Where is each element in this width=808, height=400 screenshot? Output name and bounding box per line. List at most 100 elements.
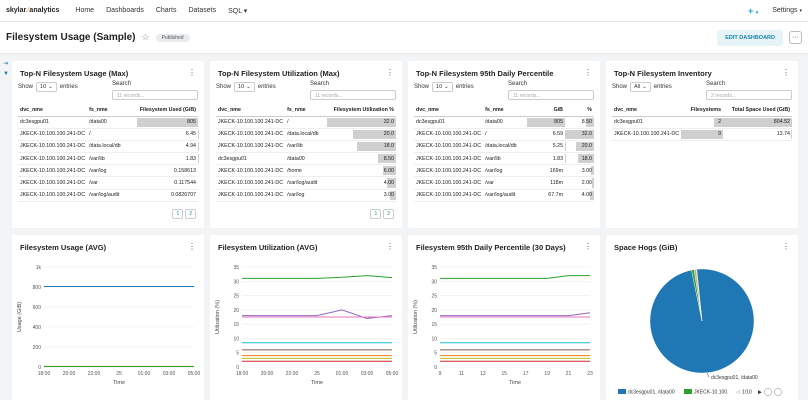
card-space-hogs: Space Hogs (GiB) ⋮ dc3esgpu01, /data00 dc… <box>606 235 798 400</box>
table-row[interactable]: JKECK-10.100.100.241-DC/ 32.0 <box>216 116 396 129</box>
page-button[interactable]: 2 <box>185 209 196 219</box>
status-badge[interactable]: Published <box>155 33 190 42</box>
table-row[interactable]: JKECK-10.100.100.241-DC/var 118m 2.00 <box>414 176 594 190</box>
kebab-menu-icon[interactable]: ⋮ <box>188 68 196 77</box>
table-row[interactable]: JKECK-10.100.100.241-DC/ 6.59 32.0 <box>414 128 594 141</box>
page-button[interactable]: 1 <box>172 209 184 219</box>
col-header[interactable]: dvc_nme <box>612 105 682 117</box>
page-button[interactable]: 1 <box>370 209 382 219</box>
kebab-menu-icon[interactable]: ⋮ <box>584 68 592 77</box>
table-cell: JKECK-10.100.100.241-DC <box>216 189 286 202</box>
table-cell: dc3esgpu01 <box>216 152 286 166</box>
value-bar <box>575 141 594 152</box>
entries-select[interactable]: All ⌄ <box>630 82 651 92</box>
entries-select[interactable]: 10 ⌄ <box>36 82 57 92</box>
col-header[interactable]: Filesystems <box>681 105 724 117</box>
col-header[interactable]: dvc_nme <box>414 105 484 117</box>
percentile-line-chart: 0 5 10 15 20 25 30 35 9 11 13 15 17 19 21 23 Time Utiliza… <box>413 265 593 386</box>
col-header[interactable]: Filesystem Utilization % <box>327 105 396 117</box>
page-button[interactable]: 2 <box>383 209 394 219</box>
percentile-table: dvc_nme fs_nme GiB % dc3esgpu01/data00 80… <box>414 105 594 202</box>
nav-datasets[interactable]: Datasets <box>188 7 217 14</box>
table-row[interactable]: JKECK-10.100.100.241-DC/var/log 3.00 <box>216 189 396 202</box>
nav-sql[interactable]: SQL ▾ <box>228 7 247 15</box>
nav-home[interactable]: Home <box>75 7 95 14</box>
table-row[interactable]: JKECK-10.100.100.241-DC/var/lib 1.83 18.0 <box>414 152 594 166</box>
table-row[interactable]: dc3esgpu01/data00 8.50 <box>216 152 396 166</box>
table-row[interactable]: JKECK-10.100.100.241-DC/data.local/db 4.9… <box>18 140 198 154</box>
cell-value: 8.50 <box>581 119 592 126</box>
col-header[interactable]: Total Space Used (GiB) <box>723 105 792 117</box>
series-line <box>242 309 393 319</box>
slice-label: dc3esgpu01, /data00 <box>711 375 758 381</box>
col-header[interactable]: fs_nme <box>285 105 328 117</box>
search-input[interactable]: 11 records... <box>310 90 396 100</box>
value-bar <box>723 117 792 127</box>
table-row[interactable]: JKECK-10.100.100.241-DC/data.local/db 5.2… <box>414 140 594 154</box>
kebab-menu-icon[interactable]: ⋮ <box>386 242 394 251</box>
pagination: 1 2 <box>172 209 196 219</box>
filter-icon[interactable]: ▼ <box>3 71 9 77</box>
table-row[interactable]: JKECK-10.100.100.241-DC/var/lib 1.83 <box>18 152 198 166</box>
kebab-menu-icon[interactable]: ⋮ <box>386 68 394 77</box>
brand-logo[interactable]: skylar ⁄ analytics <box>6 7 59 14</box>
value-bar <box>681 129 724 139</box>
table-cell: JKECK-10.100.100.241-DC <box>216 140 286 154</box>
col-header[interactable]: fs_nme <box>87 105 138 117</box>
kebab-menu-icon[interactable]: ⋮ <box>188 242 196 251</box>
entries-select[interactable]: 10 ⌄ <box>432 82 453 92</box>
table-row[interactable]: JKECK-10.100.100.241-DC/var/log/audit 0.0… <box>18 189 198 202</box>
plus-icon: + <box>747 5 754 16</box>
table-row[interactable]: JKECK-10.100.100.241-DC/var/log/audit 4.0… <box>216 176 396 190</box>
col-header[interactable]: Filesystem Used (GiB) <box>137 105 198 117</box>
more-options-button[interactable]: ··· <box>789 31 802 44</box>
table-row[interactable]: JKECK-10.100.100.241-DC/var/lib 18.0 <box>216 140 396 154</box>
table-row[interactable]: JKECK-10.100.100.241-DC/var 0.117544 <box>18 176 198 190</box>
col-header[interactable]: % <box>565 105 594 117</box>
table-row[interactable]: JKECK-10.100.100.241-DC/ 6.45 <box>18 128 198 141</box>
entries-value: 10 <box>40 84 47 90</box>
table-row[interactable]: dc3esgpu01/data00 805 8.50 <box>414 116 594 129</box>
search-input[interactable]: 2 records... <box>706 90 792 100</box>
table-row[interactable]: JKECK-10.100.100.241-DC/data.local/db 20.… <box>216 128 396 141</box>
favorite-star-icon[interactable]: ☆ <box>141 32 150 42</box>
nav-dashboards[interactable]: Dashboards <box>106 7 144 14</box>
cell-value: 13.74 <box>776 131 790 138</box>
entries-select[interactable]: 10 ⌄ <box>234 82 255 92</box>
settings-menu[interactable]: Settings ▾ <box>772 7 802 14</box>
y-tick-label: 35 <box>233 265 239 271</box>
table-row[interactable]: dc3esgpu01/data00 805 <box>18 116 198 129</box>
table-cell: / <box>87 128 138 141</box>
nav-charts[interactable]: Charts <box>155 7 177 14</box>
col-header[interactable]: dvc_nme <box>216 105 286 117</box>
card-inventory: Top-N Filesystem Inventory ⋮ Show All ⌄ e… <box>606 61 798 228</box>
table-row[interactable]: JKECK-10.100.100.241-DC/var/log/audit 67.… <box>414 189 594 202</box>
cell-value: 805 <box>187 119 196 126</box>
table-cell: 805 <box>527 116 566 129</box>
col-header[interactable]: GiB <box>527 105 566 117</box>
cell-value: 169m <box>549 167 564 174</box>
expand-icon[interactable]: ⇥ <box>3 61 9 67</box>
kebab-menu-icon[interactable]: ⋮ <box>782 242 790 251</box>
search-input[interactable]: 11 records... <box>508 90 594 100</box>
cell-value: 4.00 <box>581 192 592 199</box>
legend-page: 1/10 <box>742 390 752 396</box>
x-tick-label: 01:00 <box>138 371 151 377</box>
col-header[interactable]: fs_nme <box>483 105 528 117</box>
x-axis-label: Time <box>113 380 125 386</box>
kebab-menu-icon[interactable]: ⋮ <box>782 68 790 77</box>
edit-dashboard-button[interactable]: EDIT DASHBOARD <box>717 29 783 46</box>
usage-line-chart: 0 200 400 600 800 1k 18:00 20:00 22:00 25 01:00 03:… <box>17 265 200 386</box>
kebab-menu-icon[interactable]: ⋮ <box>584 242 592 251</box>
table-cell: 13.74 <box>723 128 792 141</box>
col-header[interactable]: dvc_nme <box>18 105 88 117</box>
search-input[interactable]: 11 records... <box>112 90 198 100</box>
add-new-button[interactable]: + ▾ <box>748 6 758 16</box>
table-row[interactable]: JKECK-10.100.100.241-DC/var/log 169m 3.00 <box>414 164 594 178</box>
table-row[interactable]: JKECK-10.100.100.241-DC/var/log 0.158613 <box>18 164 198 178</box>
table-row[interactable]: JKECK-10.100.100.241-DC 9 13.74 <box>612 128 792 141</box>
table-row[interactable]: JKECK-10.100.100.241-DC/home 6.00 <box>216 164 396 178</box>
table-row[interactable]: dc3esgpu01 2 804.52 <box>612 116 792 129</box>
cell-value: 32.0 <box>383 119 394 126</box>
settings-label: Settings <box>772 7 798 14</box>
